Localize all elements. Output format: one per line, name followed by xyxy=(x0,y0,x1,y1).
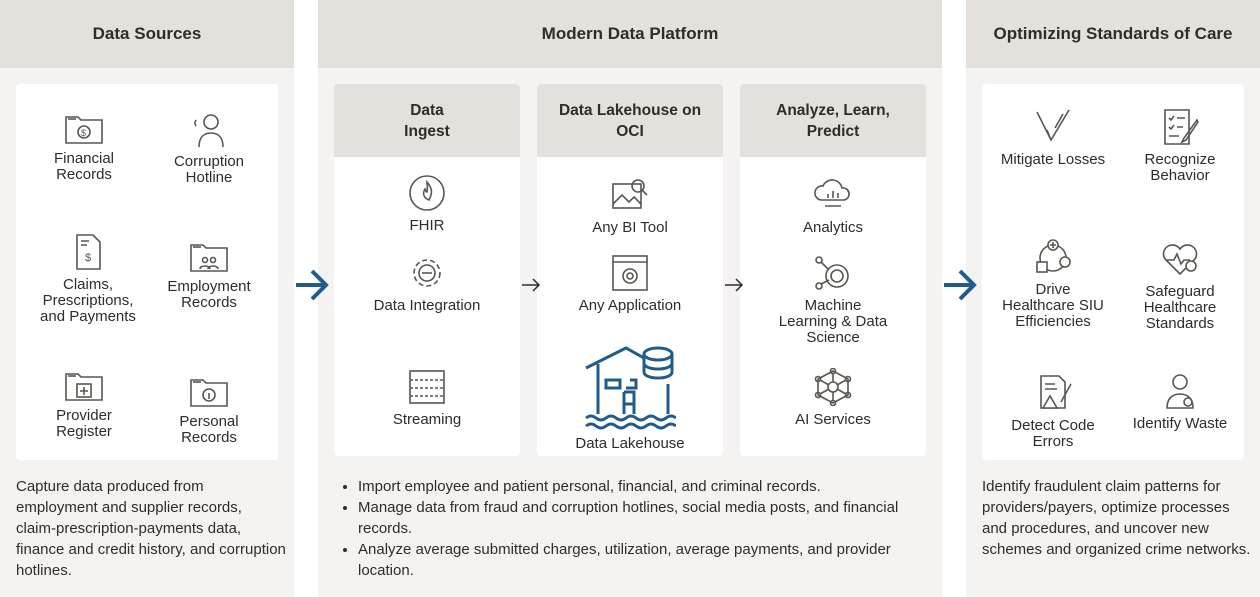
item-label: Employment Records xyxy=(167,278,251,311)
small-arrow-right-icon xyxy=(522,278,541,292)
item-label: Financial Records xyxy=(53,150,115,183)
column-analyze xyxy=(740,157,926,456)
bullet: Analyze average submitted charges, utili… xyxy=(358,539,916,581)
lakehouse-icon xyxy=(545,344,715,430)
data-source-item: $ Financial Records xyxy=(0,113,169,183)
platform-bullets: Import employee and patient personal, fi… xyxy=(336,476,916,581)
column-ingest xyxy=(334,157,520,456)
data-source-item: Personal Records xyxy=(124,376,294,446)
platform-item: AI Services xyxy=(748,368,918,428)
item-label: Streaming xyxy=(392,411,462,428)
folder-info-icon xyxy=(124,376,294,408)
outcome-item: Recognize Behavior xyxy=(1095,108,1260,184)
outcome-item: Mitigate Losses xyxy=(968,108,1138,168)
person-check-icon xyxy=(1095,372,1260,410)
folder-people-icon xyxy=(124,241,294,273)
outcome-item: Detect Code Errors xyxy=(968,374,1138,450)
platform-item: Machine Learning & Data Science xyxy=(748,254,918,346)
outcome-item: Identify Waste xyxy=(1095,372,1260,432)
item-label: Personal Records xyxy=(179,413,239,446)
streaming-icon xyxy=(342,368,512,406)
item-label: Machine Learning & Data Science xyxy=(778,297,888,346)
item-label: Data Lakehouse xyxy=(575,435,685,452)
big-arrow-right-icon xyxy=(944,269,977,301)
checklist-pen-icon xyxy=(1095,108,1260,146)
platform-item: Data Integration xyxy=(342,254,512,314)
item-label: Mitigate Losses xyxy=(1000,151,1106,168)
platform-item: Data Lakehouse xyxy=(545,344,715,452)
platform-item: Any BI Tool xyxy=(545,176,715,236)
arrow-down-icon xyxy=(968,108,1138,146)
item-label: AI Services xyxy=(795,411,871,428)
item-label: Any Application xyxy=(578,297,682,314)
column-lakehouse xyxy=(537,157,723,456)
item-label: Claims, Prescriptions, and Payments xyxy=(40,276,136,325)
data-source-item: $ Claims, Prescriptions, and Payments xyxy=(3,233,173,325)
data-sources-card xyxy=(16,84,278,460)
folder-dollar-icon: $ xyxy=(0,113,169,145)
health-cycle-icon xyxy=(968,238,1138,276)
item-label: Drive Healthcare SIU Efficiencies xyxy=(1002,281,1104,330)
network-icon xyxy=(748,368,918,406)
item-label: Safeguard Healthcare Standards xyxy=(1143,283,1217,332)
platform-item: FHIR xyxy=(342,174,512,234)
item-label: Analytics xyxy=(802,219,864,236)
heart-check-icon xyxy=(1095,240,1260,278)
column-header-analyze: Analyze, Learn, Predict xyxy=(740,84,926,157)
flame-icon xyxy=(342,174,512,212)
outcomes-card xyxy=(982,84,1244,460)
outcome-item: Safeguard Healthcare Standards xyxy=(1095,240,1260,332)
item-label: FHIR xyxy=(409,217,445,234)
bullet: Import employee and patient personal, fi… xyxy=(358,476,916,497)
document-warning-icon xyxy=(968,374,1138,412)
item-label: Identify Waste xyxy=(1132,415,1228,432)
item-label: Data Integration xyxy=(373,297,481,314)
document-dollar-icon: $ xyxy=(3,233,173,271)
svg-text:$: $ xyxy=(85,252,91,264)
item-label: Provider Register xyxy=(56,407,112,440)
big-arrow-right-icon xyxy=(296,269,329,301)
data-source-item: Employment Records xyxy=(124,241,294,311)
outcomes-description: Identify fraudulent claim patterns for p… xyxy=(982,478,1251,558)
headset-person-icon xyxy=(124,110,294,148)
platform-item: Streaming xyxy=(342,368,512,428)
data-source-item: Corruption Hotline xyxy=(124,110,294,186)
app-gear-icon xyxy=(545,254,715,292)
cloud-chart-icon xyxy=(748,176,918,214)
outcomes-title: Optimizing Standards of Care xyxy=(966,0,1260,68)
platform-item: Any Application xyxy=(545,254,715,314)
item-label: Detect Code Errors xyxy=(1011,417,1095,450)
platform-title: Modern Data Platform xyxy=(318,0,942,68)
image-search-icon xyxy=(545,176,715,214)
item-label: Recognize Behavior xyxy=(1144,151,1216,184)
svg-text:$: $ xyxy=(81,128,86,138)
outcome-item: Drive Healthcare SIU Efficiencies xyxy=(968,238,1138,330)
data-sources-panel: Data Sources Capture data produced from … xyxy=(0,0,294,597)
outcomes-panel: Optimizing Standards of Care Identify fr… xyxy=(966,0,1260,597)
platform-item: Analytics xyxy=(748,176,918,236)
data-sources-description: Capture data produced from employment an… xyxy=(16,478,286,579)
column-header-ingest: Data Ingest xyxy=(334,84,520,157)
small-arrow-right-icon xyxy=(725,278,744,292)
item-label: Corruption Hotline xyxy=(173,153,245,186)
data-source-item: Provider Register xyxy=(0,370,169,440)
item-label: Any BI Tool xyxy=(592,219,668,236)
ml-icon xyxy=(748,254,918,292)
platform-panel: Modern Data Platform Data Ingest Data La… xyxy=(318,0,942,597)
folder-calendar-icon xyxy=(0,370,169,402)
column-header-lakehouse: Data Lakehouse on OCI xyxy=(537,84,723,157)
bullet: Manage data from fraud and corruption ho… xyxy=(358,497,916,539)
data-sources-title: Data Sources xyxy=(0,0,294,68)
gear-integration-icon xyxy=(342,254,512,292)
